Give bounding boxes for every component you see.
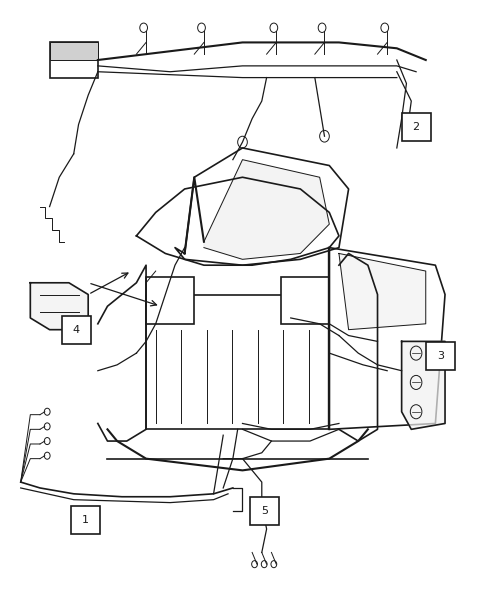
Text: 3: 3	[436, 351, 443, 361]
FancyBboxPatch shape	[71, 506, 100, 534]
Polygon shape	[338, 253, 425, 330]
Text: 4: 4	[73, 325, 79, 335]
Text: 2: 2	[412, 123, 419, 133]
Bar	[49, 42, 98, 60]
Polygon shape	[203, 160, 329, 259]
FancyBboxPatch shape	[61, 316, 91, 344]
FancyBboxPatch shape	[425, 342, 454, 370]
Bar	[146, 277, 194, 324]
Polygon shape	[30, 283, 88, 330]
FancyBboxPatch shape	[401, 113, 430, 141]
FancyBboxPatch shape	[249, 497, 278, 525]
Bar	[281, 277, 329, 324]
Text: 1: 1	[82, 515, 89, 525]
Text: 5: 5	[260, 507, 267, 517]
Bar	[49, 42, 98, 78]
Polygon shape	[401, 342, 444, 429]
